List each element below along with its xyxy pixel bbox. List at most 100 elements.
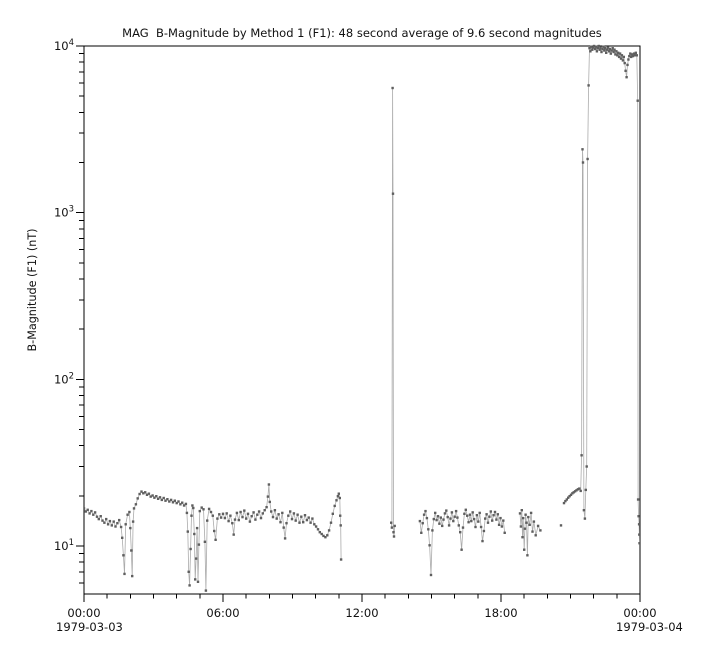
data-point	[622, 55, 625, 59]
data-point	[616, 54, 619, 57]
data-point	[452, 519, 455, 523]
data-point	[84, 507, 86, 510]
data-point	[625, 76, 628, 79]
data-point	[132, 507, 136, 510]
data-point	[229, 514, 232, 517]
data-point	[621, 59, 625, 62]
data-point	[392, 535, 396, 538]
data-point	[467, 521, 470, 524]
data-point	[265, 506, 268, 509]
data-point	[294, 519, 297, 522]
data-point	[632, 52, 636, 55]
data-point	[479, 525, 483, 529]
data-point	[160, 498, 163, 502]
data-point	[256, 513, 259, 516]
data-point	[309, 521, 312, 524]
data-point	[164, 499, 167, 502]
data-point	[522, 516, 525, 520]
data-point	[270, 510, 273, 513]
data-point	[491, 519, 494, 522]
data-point	[250, 515, 253, 518]
data-point	[233, 518, 237, 521]
x-tick-label: 00:00	[623, 606, 656, 620]
data-point	[424, 509, 427, 513]
data-point	[502, 519, 505, 522]
data-point	[438, 522, 441, 525]
data-point	[488, 515, 491, 518]
data-point	[311, 517, 314, 520]
data-point	[624, 69, 627, 72]
y-axis: 104 103 102 101	[54, 38, 84, 584]
data-point	[194, 578, 197, 581]
data-point	[615, 50, 618, 53]
data-point	[339, 514, 342, 517]
data-point	[335, 499, 338, 502]
data-point	[496, 513, 499, 516]
data-point	[630, 55, 633, 59]
data-point	[422, 513, 426, 516]
data-point	[175, 501, 178, 505]
data-point	[531, 530, 534, 533]
data-point	[592, 44, 596, 48]
data-point	[171, 501, 175, 504]
data-point	[289, 510, 292, 513]
data-point	[500, 525, 504, 528]
data-point	[600, 50, 603, 54]
data-point	[534, 534, 537, 537]
data-point	[162, 496, 165, 500]
data-point	[594, 45, 598, 48]
data-point	[597, 44, 600, 48]
data-point	[434, 511, 437, 515]
data-point	[457, 524, 460, 527]
data-point	[203, 540, 207, 543]
data-point	[493, 510, 497, 514]
data-point	[392, 531, 395, 534]
data-point	[569, 493, 573, 496]
data-point	[211, 514, 214, 517]
data-point	[613, 48, 616, 51]
data-point	[245, 517, 248, 520]
data-point	[193, 532, 196, 536]
data-point	[123, 572, 126, 576]
data-point	[339, 558, 343, 561]
data-point	[219, 516, 223, 519]
data-point	[156, 497, 160, 500]
data-point	[275, 517, 278, 520]
data-point	[192, 506, 195, 510]
data-point	[231, 522, 234, 525]
data-point	[252, 511, 255, 514]
data-segment-line	[390, 87, 396, 537]
data-point	[626, 63, 629, 67]
data-point	[103, 521, 106, 524]
data-point	[190, 514, 193, 517]
data-point	[213, 529, 216, 533]
data-point	[237, 518, 240, 522]
data-point	[333, 504, 336, 508]
data-point	[598, 48, 601, 51]
data-point	[592, 46, 595, 49]
data-point	[559, 524, 563, 527]
data-point	[318, 531, 321, 534]
data-point	[271, 515, 275, 519]
data-point	[90, 509, 93, 513]
data-point	[232, 533, 235, 536]
data-point	[466, 514, 469, 517]
data-point	[151, 494, 154, 497]
data-point	[279, 521, 282, 524]
chart-title: MAG B-Magnitude by Method 1 (F1): 48 sec…	[122, 26, 602, 40]
data-point	[576, 488, 580, 491]
data-point	[303, 514, 307, 517]
data-point	[635, 54, 638, 57]
data-point	[158, 496, 162, 499]
x-tick-label: 18:00	[484, 606, 517, 620]
data-point	[579, 489, 582, 493]
data-point	[582, 509, 586, 512]
data-point	[460, 548, 463, 551]
data-point	[447, 524, 451, 527]
data-point	[427, 528, 430, 531]
data-point	[316, 528, 320, 531]
data-point	[605, 48, 609, 51]
data-point	[101, 519, 104, 522]
data-point	[583, 517, 587, 520]
